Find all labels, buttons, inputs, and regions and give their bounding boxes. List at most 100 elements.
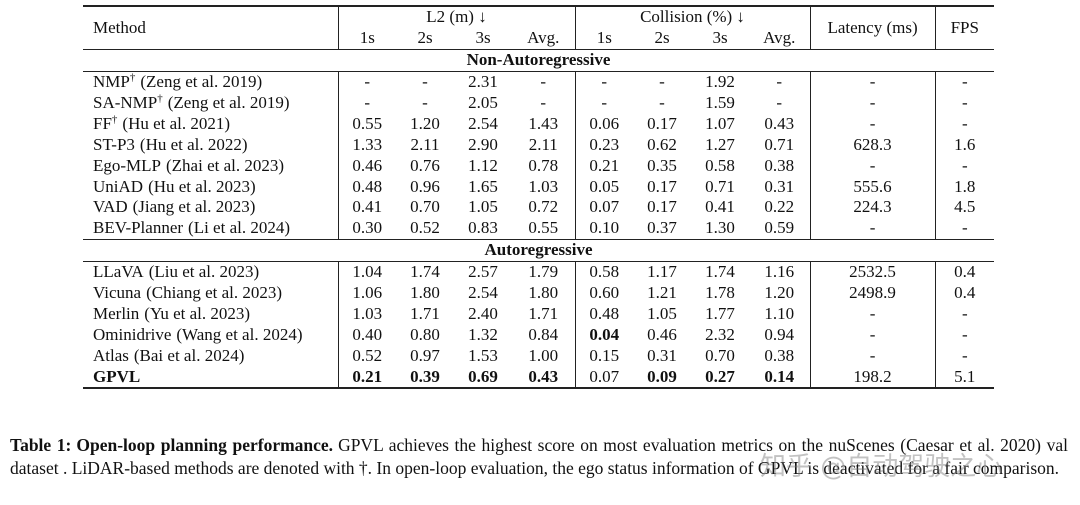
data-row: VAD (Jiang et al. 2023) 0.41 0.70 1.05 0.72 0.… xyxy=(83,197,995,218)
value-cell: 5.1 xyxy=(934,366,995,390)
value-cell: 0.21 xyxy=(574,155,633,177)
value-cell: 1.92 xyxy=(705,72,735,92)
value-cell: 1.03 xyxy=(528,176,559,196)
value-cell: - xyxy=(776,93,783,112)
method-citation: (Bai et al. 2024) xyxy=(133,345,245,365)
header-group: L2 (m) ↓ xyxy=(337,5,575,28)
method-citation: (Wang et al. 2024) xyxy=(176,324,303,344)
value-cell: 0.4 xyxy=(934,261,995,283)
value-cell: 1.20 xyxy=(764,283,795,303)
header-sub: 2s xyxy=(417,28,433,48)
value-cell: 2498.9 xyxy=(809,282,936,304)
value-cell: 4.5 xyxy=(934,197,995,218)
value-cell: 0.31 xyxy=(647,345,677,365)
section-title: Non-Autoregressive xyxy=(83,48,995,72)
value-cell: 1.16 xyxy=(764,262,795,282)
method-cell: Ominidrive (Wang et al. 2024) xyxy=(83,324,338,345)
method-mark: † xyxy=(129,71,136,84)
value-cell: - xyxy=(934,155,995,177)
method-name: SA-NMP xyxy=(93,93,158,112)
value-cell: 0.59 xyxy=(764,218,795,238)
value-cell: - xyxy=(809,71,936,93)
section-row: Non-Autoregressive xyxy=(83,48,995,72)
data-row: FF† (Hu et al. 2021) 0.55 1.20 2.54 1.43 0.06 0… xyxy=(83,113,995,135)
data-row: GPVL 0.21 0.39 0.69 0.43 0.07 0.09 0.27 0.14 198.… xyxy=(83,366,995,390)
method-name: LLaVA xyxy=(93,262,144,282)
method-cell: ST-P3 (Hu et al. 2022) xyxy=(83,134,338,155)
value-cell: 1.33 xyxy=(337,134,396,156)
value-cell: - xyxy=(934,217,995,240)
value-cell: 0.05 xyxy=(574,176,633,198)
value-cell: - xyxy=(934,345,995,367)
value-cell: 1.04 xyxy=(337,261,396,283)
method-cell: UniAD (Hu et al. 2023) xyxy=(83,176,338,197)
value-cell: 0.30 xyxy=(337,217,396,240)
table-container: Method L2 (m) ↓ Collision (%) ↓ Latency (ms… xyxy=(83,4,995,390)
method-cell: GPVL xyxy=(83,366,338,390)
value-cell: 0.43 xyxy=(512,366,575,390)
value-cell: 1.6 xyxy=(934,134,995,156)
value-cell: 0.22 xyxy=(764,197,795,217)
value-cell: - xyxy=(540,93,547,112)
value-cell: 1.03 xyxy=(337,303,396,325)
value-cell: 0.69 xyxy=(454,366,512,390)
header-sub: Avg. xyxy=(527,28,560,48)
method-cell: NMP† (Zeng et al. 2019) xyxy=(83,71,338,92)
value-cell: 1.8 xyxy=(934,176,995,198)
value-cell: - xyxy=(659,93,665,112)
header-cell: FPS xyxy=(934,4,995,50)
value-cell: 0.83 xyxy=(468,218,498,238)
header-sub: 3s xyxy=(712,28,728,48)
value-cell: - xyxy=(809,324,936,346)
value-cell: 224.3 xyxy=(809,197,936,218)
value-cell: 0.38 xyxy=(764,155,795,175)
value-cell: 0.84 xyxy=(528,324,559,344)
method-cell: LLaVA (Liu et al. 2023) xyxy=(83,261,338,282)
value-cell: - xyxy=(540,72,547,92)
caption: Table 1: Open-loop planning performance. G… xyxy=(10,434,1068,480)
header-sub: 1s xyxy=(337,27,396,50)
value-cell: 1.05 xyxy=(647,303,677,323)
method-cell: Merlin (Yu et al. 2023) xyxy=(83,303,338,324)
value-cell: 2.32 xyxy=(705,324,735,344)
value-cell: 2.05 xyxy=(468,93,498,112)
value-cell: 0.96 xyxy=(410,176,440,196)
value-cell: 1.53 xyxy=(468,345,498,365)
value-cell: 0.48 xyxy=(574,303,633,325)
method-name: Merlin xyxy=(93,303,140,323)
value-cell: 2.31 xyxy=(468,72,498,92)
value-cell: 1.07 xyxy=(705,113,735,133)
method-name: NMP xyxy=(93,72,130,92)
value-cell: 198.2 xyxy=(809,366,936,390)
value-cell: 0.38 xyxy=(764,345,795,365)
table-body: Method L2 (m) ↓ Collision (%) ↓ Latency (ms… xyxy=(83,4,995,390)
section-row: Autoregressive xyxy=(83,238,995,262)
value-cell: 0.70 xyxy=(705,345,735,365)
header-sub: 1s xyxy=(574,27,633,50)
data-row: Ominidrive (Wang et al. 2024) 0.40 0.80 1.32… xyxy=(83,324,995,346)
value-cell: 0.35 xyxy=(647,155,677,175)
value-cell: - xyxy=(659,72,665,92)
value-cell: - xyxy=(422,72,428,92)
method-citation: (Hu et al. 2022) xyxy=(139,134,248,154)
method-name: BEV-Planner xyxy=(93,218,184,238)
value-cell: 628.3 xyxy=(809,134,936,156)
value-cell: 0.55 xyxy=(528,218,559,238)
value-cell: 1.30 xyxy=(705,218,735,238)
method-cell: BEV-Planner (Li et al. 2024) xyxy=(83,218,338,239)
value-cell: 1.71 xyxy=(410,303,440,323)
method-name: UniAD xyxy=(93,176,144,196)
value-cell: 0.94 xyxy=(764,324,795,344)
value-cell: 0.71 xyxy=(705,176,735,196)
data-row: UniAD (Hu et al. 2023) 0.48 0.96 1.65 1.03 0.0… xyxy=(83,176,995,198)
method-cell: FF† (Hu et al. 2021) xyxy=(83,113,338,134)
caption-text: GPVL achieves the highest score on most … xyxy=(10,435,1068,478)
data-row: LLaVA (Liu et al. 2023) 1.04 1.74 2.57 1.79 0.… xyxy=(83,261,995,283)
value-cell: 0.80 xyxy=(410,324,440,344)
value-cell: 0.17 xyxy=(647,197,677,217)
value-cell: - xyxy=(934,92,995,114)
value-cell: 0.46 xyxy=(647,324,677,344)
value-cell: 0.41 xyxy=(705,197,735,217)
value-cell: 1.65 xyxy=(468,176,498,196)
data-row: Vicuna (Chiang et al. 2023) 1.06 1.80 2.54 1.… xyxy=(83,282,995,304)
